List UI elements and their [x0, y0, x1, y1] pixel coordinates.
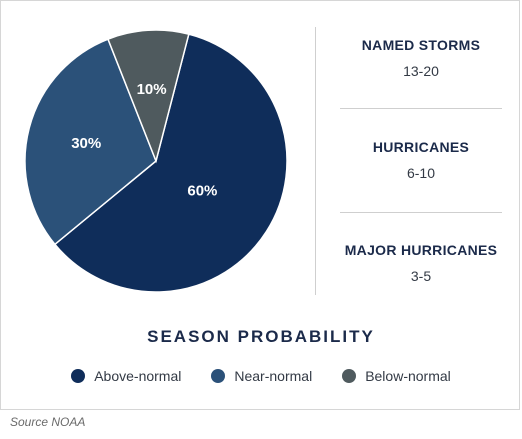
slice-data-label: 60% — [187, 183, 217, 200]
infographic-panel: 60% 30% 10% NAMED STORMS 13-20 HURRICANES … — [0, 0, 520, 410]
legend-item-above-normal: Above-normal — [71, 368, 181, 384]
legend-label: Below-normal — [365, 368, 451, 384]
source-note: Source NOAA — [10, 415, 86, 429]
stat-value: 3-5 — [410, 268, 432, 284]
legend-swatch — [342, 369, 357, 383]
legend-label: Above-normal — [94, 368, 182, 384]
stat-major-hurricanes: MAJOR HURRICANES 3-5 — [340, 242, 502, 284]
slice-above-normal — [53, 33, 288, 293]
stat-value: 13-20 — [403, 63, 439, 79]
legend-swatch — [71, 369, 86, 383]
chart-title: SEASON PROBABILITY — [147, 327, 375, 346]
stat-label: MAJOR HURRICANES — [344, 242, 498, 258]
slice-below-normal — [107, 29, 190, 164]
stat-divider — [340, 108, 502, 109]
stat-divider — [340, 212, 502, 213]
slice-data-label: 10% — [137, 81, 167, 98]
slice-near-normal — [24, 38, 157, 246]
stat-value: 6-10 — [406, 165, 436, 181]
stat-named-storms: NAMED STORMS 13-20 — [340, 37, 502, 79]
stat-label: NAMED STORMS — [361, 37, 481, 53]
legend-swatch — [211, 369, 226, 383]
slice-data-label: 30% — [71, 135, 101, 152]
legend-item-below-normal: Below-normal — [342, 368, 451, 384]
legend-label: Near-normal — [234, 368, 313, 384]
stat-label: HURRICANES — [372, 139, 470, 155]
stat-hurricanes: HURRICANES 6-10 — [340, 139, 502, 181]
legend: Above-normal Near-normal Below-normal — [1, 368, 521, 384]
vertical-divider — [315, 27, 316, 295]
legend-item-near-normal: Near-normal — [211, 368, 312, 384]
pie-chart: 60% 30% 10% — [24, 29, 288, 293]
